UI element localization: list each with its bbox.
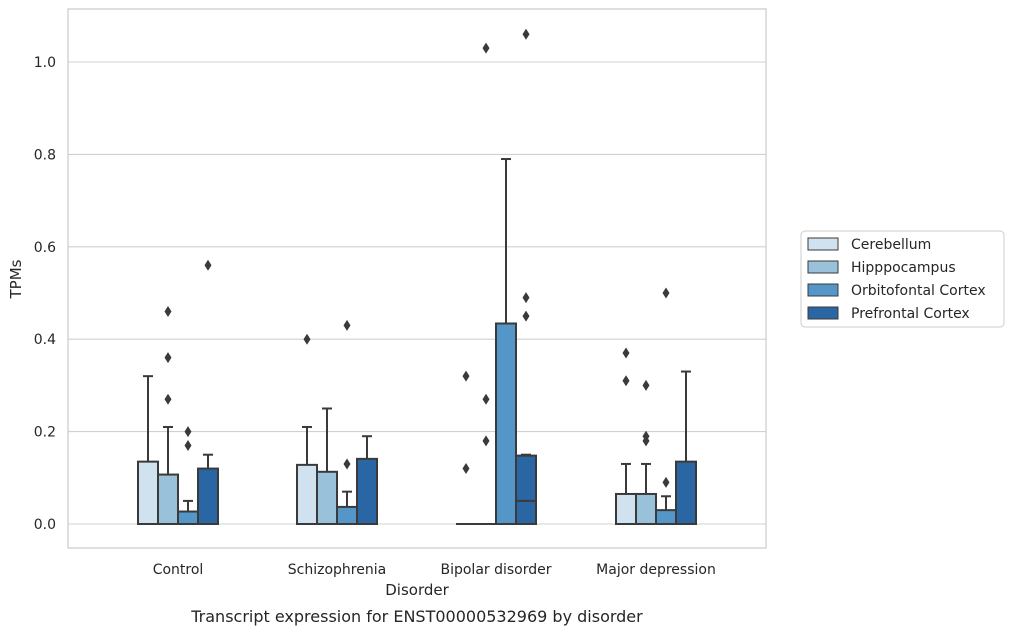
outlier-point: [303, 333, 311, 345]
box: [197, 467, 219, 525]
box-group: [476, 42, 496, 525]
y-tick-label: 0.2: [34, 425, 56, 441]
y-tick-label: 0.6: [34, 240, 56, 256]
box: [157, 473, 179, 526]
box: [615, 492, 637, 526]
x-axis-label: Disorder: [385, 581, 449, 599]
box: [655, 509, 677, 526]
box: [356, 457, 378, 525]
box: [515, 454, 537, 525]
outlier-point: [164, 305, 172, 317]
outlier-point: [482, 435, 490, 447]
outlier-point: [622, 375, 630, 387]
box-group: [157, 305, 179, 526]
legend-label: Prefrontal Cortex: [851, 306, 970, 322]
outlier-point: [622, 347, 630, 359]
outlier-point: [642, 430, 650, 442]
box-group: [197, 259, 219, 525]
outlier-point: [662, 476, 670, 488]
legend-label: Cerebellum: [851, 237, 931, 253]
y-tick-label: 0.8: [34, 147, 56, 163]
legend-frame: [800, 230, 1005, 328]
box: [336, 505, 358, 526]
box-group: [515, 28, 537, 525]
legend-swatch: [807, 306, 839, 320]
box: [296, 463, 318, 526]
box-group: [137, 375, 159, 526]
legend-label: Hipppocampus: [851, 260, 956, 276]
box: [675, 460, 697, 526]
box: [495, 322, 517, 525]
box-group: [296, 333, 318, 526]
y-axis-label: TPMs: [7, 259, 25, 299]
box-series: [137, 28, 697, 526]
outlier-point: [522, 310, 530, 322]
outlier-point: [522, 28, 530, 40]
outlier-point: [204, 259, 212, 271]
y-tick-label: 1.0: [34, 55, 56, 71]
outlier-point: [642, 379, 650, 391]
y-tick-label: 0.4: [34, 332, 56, 348]
chart-caption: Transcript expression for ENST0000053296…: [190, 607, 643, 626]
outlier-point: [482, 42, 490, 54]
outlier-point: [662, 287, 670, 299]
x-tick-label: Major depression: [596, 562, 716, 578]
box-group: [356, 435, 378, 525]
legend-swatch: [807, 283, 839, 297]
box-group: [456, 370, 476, 525]
box-group: [635, 379, 657, 526]
x-tick-label: Control: [153, 562, 204, 578]
x-axis-ticks: Control Schizophrenia Bipolar disorder Majo…: [153, 562, 716, 578]
outlier-point: [184, 426, 192, 438]
box-group: [495, 158, 517, 525]
box: [635, 492, 657, 526]
outlier-point: [164, 393, 172, 405]
x-tick-label: Bipolar disorder: [440, 562, 551, 578]
box-group: [177, 426, 199, 526]
outlier-point: [482, 393, 490, 405]
y-tick-label: 0.0: [34, 517, 56, 533]
legend-swatch: [807, 260, 839, 274]
grid-lines: [68, 61, 766, 525]
outlier-point: [522, 292, 530, 304]
box-group: [316, 407, 338, 526]
legend: Cerebellum Hipppocampus Orbitofontal Corte…: [800, 230, 1005, 328]
plot-frame: [67, 8, 767, 549]
x-tick-label: Schizophrenia: [288, 562, 386, 578]
outlier-point: [462, 370, 470, 382]
box-group: [675, 370, 697, 526]
outlier-point: [343, 458, 351, 470]
box-group: [336, 319, 358, 526]
box-group: [655, 287, 677, 526]
legend-swatch: [807, 237, 839, 251]
legend-label: Orbitofontal Cortex: [851, 283, 986, 299]
box: [316, 470, 338, 526]
outlier-point: [462, 463, 470, 475]
y-axis-ticks: 0.0 0.2 0.4 0.6 0.8 1.0: [34, 55, 56, 533]
box: [137, 460, 159, 526]
outlier-point: [164, 352, 172, 364]
outlier-point: [184, 439, 192, 451]
box-group: [615, 347, 637, 526]
box: [177, 510, 199, 526]
outlier-point: [343, 319, 351, 331]
